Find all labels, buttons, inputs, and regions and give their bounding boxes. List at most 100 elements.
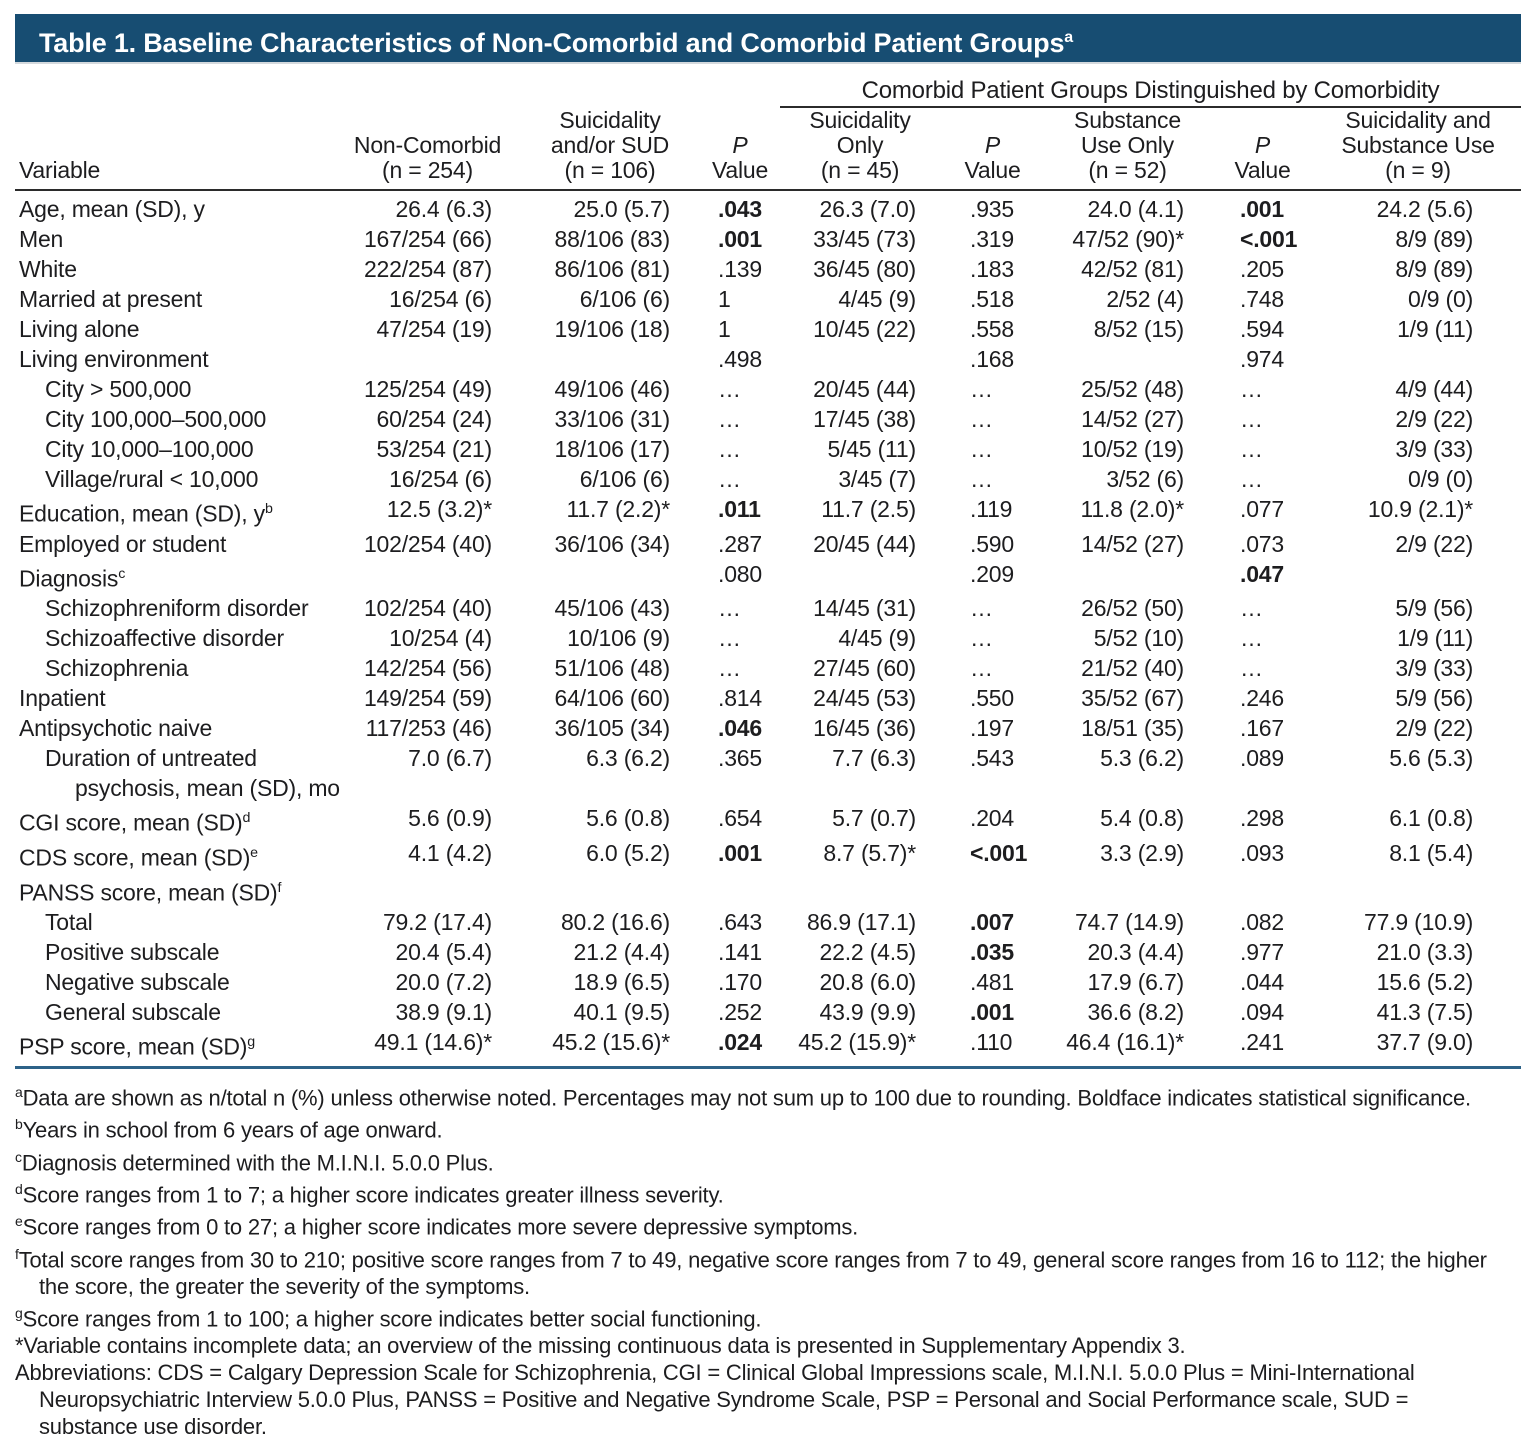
table-row: PANSS score, mean (SD)f: [15, 873, 1521, 908]
table-cell: …: [1240, 406, 1263, 432]
table-cell: 16/254 (6): [389, 286, 492, 312]
table-cell: .167: [1240, 715, 1284, 742]
table-cell: 17.9 (6.7): [1087, 969, 1185, 996]
table-cell: 6.0 (5.2): [586, 839, 670, 866]
table-cell: 2/9 (22): [1395, 530, 1474, 557]
table-cell: 222/254 (87): [363, 256, 492, 282]
table-cell: .365: [718, 745, 762, 772]
table-row: CDS score, mean (SD)e 4.1 (4.2) 6.0 (5.2).…: [15, 838, 1521, 873]
table-cell: .011: [718, 496, 761, 522]
table-cell: 6.1 (0.8): [1389, 805, 1474, 832]
table-cell: 14/52 (27): [1081, 530, 1184, 557]
table-cell: .044: [1240, 969, 1284, 996]
table-cell: 86.9 (17.1): [806, 909, 916, 936]
table-cell: 74.7 (14.9): [1074, 909, 1184, 936]
table-cell: 5/9 (56): [1395, 685, 1474, 712]
table-cell: .643: [718, 909, 762, 936]
table-cell: 26.4 (6.3): [395, 196, 493, 222]
table-cell: [1045, 873, 1210, 908]
row-label: Duration of untreated psychosis, mean (SD…: [45, 745, 340, 802]
table-cell: 14/45 (31): [813, 595, 916, 622]
table-cell: [335, 559, 520, 594]
row-label: Living alone: [19, 316, 140, 342]
table-row: Diagnosisc .080 .209 .047: [15, 559, 1521, 594]
table-cell: 8/9 (89): [1395, 256, 1474, 282]
col-header-suicidality-only: Suicidality Only (n = 45): [780, 107, 940, 191]
footnote-marker: g: [15, 1304, 23, 1321]
table-cell: 47/52 (90)*: [1072, 226, 1184, 252]
table-row: Men 167/254 (66) 88/106 (83) .001 33/45 (73)…: [15, 224, 1521, 254]
table-cell: 21/52 (40): [1081, 655, 1184, 682]
table-row: Living environment .498 .168 .974: [15, 344, 1521, 374]
table-cell: .197: [970, 715, 1014, 742]
table-cell: .001: [718, 839, 762, 866]
table-cell: 1/9 (11): [1397, 625, 1474, 652]
table-cell: .001: [970, 999, 1014, 1026]
row-label: Living environment: [19, 346, 209, 372]
table-cell: .119: [970, 496, 1013, 522]
table-cell: 36.6 (8.2): [1087, 999, 1185, 1026]
table-cell: 21.0 (3.3): [1376, 939, 1474, 966]
table-cell: .168: [970, 346, 1014, 372]
col-header-suicidality-and-or-sud: Suicidality and/or SUD (n = 106): [520, 107, 700, 191]
row-label: Village/rural < 10,000: [45, 466, 259, 492]
table-cell: 102/254 (40): [363, 530, 492, 557]
table-cell: 45/106 (43): [554, 595, 671, 622]
table-cell: [780, 344, 940, 374]
table-cell: [1045, 559, 1210, 594]
table-cell: [520, 873, 700, 908]
table-cell: 3/9 (33): [1395, 436, 1474, 462]
table-row: Education, mean (SD), yb 12.5 (3.2)* 11.7 …: [15, 494, 1521, 529]
table-cell: …: [970, 376, 993, 402]
table-cell: …: [970, 625, 993, 652]
table-cell: .035: [970, 939, 1014, 966]
table-cell: .748: [1240, 286, 1284, 312]
row-label: Negative subscale: [45, 969, 230, 996]
table-cell: .518: [970, 286, 1014, 312]
table-cell: 37.7 (9.0): [1315, 1027, 1522, 1069]
table-cell: 16/254 (6): [389, 466, 492, 492]
table-cell: .089: [1240, 745, 1284, 772]
table-cell: …: [970, 655, 993, 682]
row-label: Antipsychotic naive: [19, 715, 213, 742]
table-cell: 18.9 (6.5): [573, 969, 671, 996]
table-row: PSP score, mean (SD)g 49.1 (14.6)* 45.2 (1…: [15, 1027, 1522, 1069]
col-header-substance-use-only: Substance Use Only (n = 52): [1045, 107, 1210, 191]
footnote: dScore ranges from 1 to 7; a higher scor…: [15, 1180, 724, 1208]
footnote: eScore ranges from 0 to 27; a higher sco…: [15, 1213, 859, 1240]
table-cell: 14/52 (27): [1081, 406, 1184, 432]
table-cell: 4.1 (4.2): [408, 839, 492, 866]
table-cell: [1210, 873, 1315, 908]
table-cell: 4/45 (9): [838, 286, 916, 312]
table-cell: 2/52 (4): [1106, 286, 1184, 312]
table-cell: [520, 559, 700, 594]
table-cell: 36/45 (80): [813, 256, 916, 282]
table-cell: .319: [970, 226, 1014, 252]
row-label: CGI score, mean (SD)d: [19, 809, 251, 836]
table-cell: [940, 873, 1045, 908]
footnote: aData are shown as n/total n (%) unless …: [15, 1083, 1471, 1111]
row-label: White: [19, 256, 77, 282]
table-cell: …: [1240, 595, 1263, 622]
table-cell: [1315, 344, 1521, 374]
column-header-row: Variable Non-Comorbid (n = 254) Suicidal…: [15, 107, 1522, 191]
col-header-non-comorbid: Non-Comorbid (n = 254): [335, 107, 520, 191]
table-cell: …: [718, 595, 741, 622]
table-cell: [335, 344, 520, 374]
table-cell: 20.3 (4.4): [1087, 939, 1185, 966]
row-label: Positive subscale: [45, 939, 220, 966]
table-cell: [700, 873, 780, 908]
table-cell: .080: [718, 560, 762, 587]
table-cell: .498: [718, 346, 762, 372]
table-cell: [1315, 873, 1521, 908]
table-cell: 46.4 (16.1)*: [1045, 1027, 1210, 1069]
table-cell: 7.0 (6.7): [408, 745, 492, 772]
table-cell: 5.4 (0.8): [1100, 805, 1184, 832]
table-cell: 79.2 (17.4): [382, 909, 492, 936]
row-label: City 100,000–500,000: [45, 406, 267, 432]
table-cell: 88/106 (83): [554, 226, 671, 252]
footnote-marker: f: [15, 1245, 19, 1262]
table-row: City 100,000–500,000 60/254 (24) 33/106 (3…: [15, 404, 1521, 434]
table-cell: 33/45 (73): [813, 226, 916, 252]
table-cell: .077: [1240, 496, 1284, 522]
